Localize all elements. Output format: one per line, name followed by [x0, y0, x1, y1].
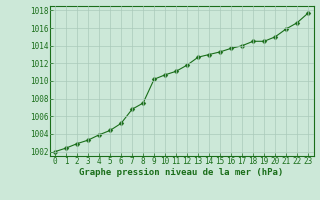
X-axis label: Graphe pression niveau de la mer (hPa): Graphe pression niveau de la mer (hPa)	[79, 168, 284, 177]
